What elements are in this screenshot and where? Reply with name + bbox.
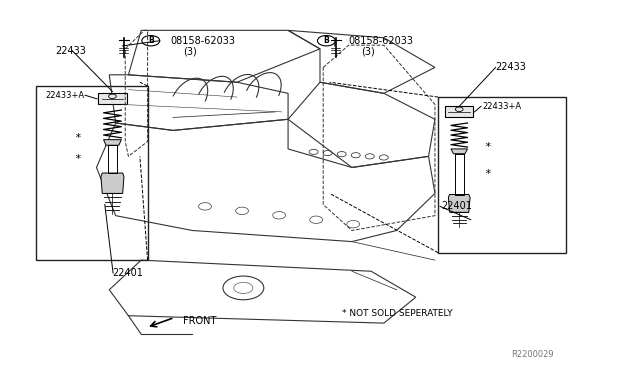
Text: 22433: 22433: [495, 62, 527, 73]
Text: 22433+A: 22433+A: [45, 91, 84, 100]
Circle shape: [456, 107, 463, 112]
Polygon shape: [101, 173, 124, 193]
Text: 22433+A: 22433+A: [483, 102, 522, 111]
Text: *: *: [484, 142, 492, 152]
Text: *: *: [484, 169, 492, 179]
Polygon shape: [449, 195, 470, 212]
Text: 22401: 22401: [113, 268, 143, 278]
Text: 22433: 22433: [55, 46, 86, 56]
Text: (3): (3): [362, 47, 375, 57]
Circle shape: [109, 94, 116, 99]
Text: (3): (3): [182, 47, 196, 57]
Text: B: B: [148, 36, 154, 45]
Text: FRONT: FRONT: [182, 316, 216, 326]
Bar: [445, 106, 473, 118]
Text: B: B: [323, 36, 329, 45]
Text: 08158-62033: 08158-62033: [170, 36, 235, 46]
Text: 08158-62033: 08158-62033: [349, 36, 413, 46]
Polygon shape: [104, 140, 122, 145]
Bar: [36, 86, 148, 260]
Bar: [99, 93, 127, 105]
Text: 22401: 22401: [442, 201, 472, 211]
Text: * NOT SOLD SEPERATELY: * NOT SOLD SEPERATELY: [342, 310, 453, 318]
Text: *: *: [74, 154, 81, 164]
Bar: [438, 97, 566, 253]
Text: *: *: [74, 133, 81, 143]
Polygon shape: [451, 149, 467, 154]
Text: R2200029: R2200029: [511, 350, 554, 359]
